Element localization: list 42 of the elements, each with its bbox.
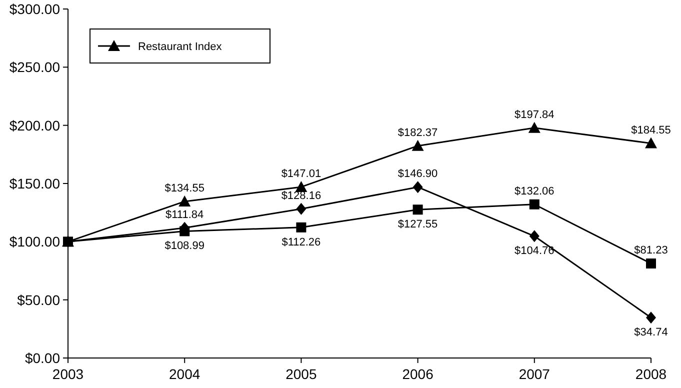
x-tick-label: 2006 (402, 366, 434, 382)
x-tick-label: 2008 (635, 366, 667, 382)
y-tick-label: $100.00 (9, 234, 60, 250)
y-tick-label: $50.00 (17, 292, 60, 308)
y-tick-label: $0.00 (24, 350, 60, 366)
data-label: $111.84 (166, 208, 204, 221)
y-tick-label: $250.00 (9, 59, 60, 76)
data-label: $81.23 (634, 244, 668, 256)
x-tick-label: 2003 (52, 366, 84, 382)
point (296, 202, 306, 215)
data-label: $108.99 (164, 240, 204, 252)
data-label: $127.55 (398, 218, 438, 231)
data-label: $128.16 (281, 190, 322, 202)
x-tick-label: 2007 (518, 366, 550, 382)
data-label: $197.84 (514, 108, 554, 121)
x-tick-label: 2004 (169, 366, 200, 382)
data-label: $182.37 (398, 126, 438, 139)
point (180, 226, 190, 236)
point (529, 199, 540, 210)
point (529, 230, 540, 242)
point (645, 137, 657, 148)
point (412, 204, 423, 215)
y-tick-label: $200.00 (9, 117, 60, 134)
point (646, 312, 656, 324)
point (646, 258, 656, 268)
data-label: $147.01 (281, 168, 322, 180)
data-label: $134.55 (164, 182, 204, 194)
data-label: $34.74 (634, 326, 668, 339)
data-label: $146.90 (398, 168, 438, 180)
point (412, 140, 424, 151)
point (412, 181, 423, 194)
point (178, 195, 191, 206)
y-tick-label: $300.00 (9, 1, 60, 17)
point (528, 122, 540, 133)
data-label: $184.55 (631, 124, 671, 136)
data-label: $112.26 (282, 236, 321, 248)
x-tick-label: 2005 (286, 366, 317, 382)
data-label: $104.76 (514, 245, 554, 258)
point (296, 222, 306, 232)
legend-label: Restaurant Index (138, 41, 222, 53)
data-label: $132.06 (514, 185, 554, 198)
y-tick-label: $150.00 (9, 176, 60, 192)
